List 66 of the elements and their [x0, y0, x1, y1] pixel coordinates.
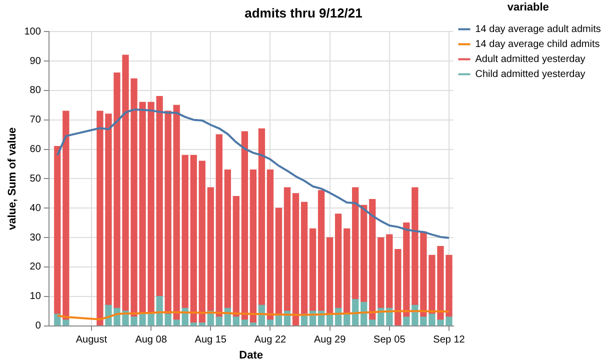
bar	[352, 298, 359, 326]
bar	[309, 228, 316, 312]
bar	[300, 202, 308, 314]
y-tick-label: 60	[30, 144, 42, 156]
bar	[292, 193, 300, 326]
bar	[378, 237, 384, 308]
bar	[394, 248, 402, 326]
x-tick-label: Aug 22	[254, 334, 287, 346]
y-tick-label: 0	[35, 320, 42, 332]
bar	[232, 316, 240, 326]
bar	[352, 187, 359, 300]
y-tick-label: 20	[30, 262, 42, 273]
bar	[182, 154, 188, 308]
bar	[386, 234, 393, 308]
bar	[62, 320, 70, 326]
y-tick-label: 30	[30, 232, 42, 244]
chart-title: admits thru 9/12/21	[244, 5, 362, 20]
bar	[224, 170, 231, 308]
bar	[190, 322, 197, 326]
bar	[266, 320, 274, 326]
bar	[54, 146, 61, 314]
x-tick-label: Aug 15	[194, 334, 227, 346]
bar	[250, 322, 257, 326]
bar	[344, 314, 350, 326]
bar	[266, 170, 274, 320]
x-tick-label: Aug 08	[135, 334, 168, 346]
y-tick-label: 80	[30, 85, 42, 96]
bar	[198, 322, 206, 326]
bar	[216, 134, 222, 318]
legend-title: variable	[507, 2, 549, 14]
bar	[216, 316, 222, 326]
bar	[190, 154, 197, 324]
bar	[232, 196, 240, 318]
bar	[54, 314, 61, 326]
x-tick-label: Sep 12	[433, 334, 466, 346]
bar	[241, 131, 248, 320]
bar	[334, 214, 342, 308]
bar	[326, 237, 334, 314]
bar	[369, 198, 376, 320]
bar	[207, 187, 214, 312]
x-tick-label: Sep 05	[374, 334, 406, 346]
bar	[241, 320, 248, 326]
y-axis-title: value, Sum of value	[6, 127, 19, 230]
bar	[369, 320, 376, 326]
x-tick-label: Aug 29	[314, 334, 346, 346]
y-tick-label: 10	[30, 291, 42, 302]
bar	[62, 110, 70, 320]
bar	[318, 190, 325, 312]
x-axis-title: Date	[239, 349, 263, 362]
y-tick-label: 70	[30, 114, 42, 126]
bar	[258, 128, 266, 306]
bar	[284, 187, 291, 312]
bar	[344, 228, 350, 314]
y-tick-label: 50	[30, 173, 42, 184]
bar	[360, 204, 368, 303]
legend-label: 14 day average adult admits	[475, 24, 601, 35]
x-tick-label: August	[76, 334, 108, 346]
y-tick-label: 40	[30, 202, 42, 214]
y-tick-label: 90	[30, 56, 42, 67]
y-tick-label: 100	[24, 26, 42, 38]
bar	[250, 170, 257, 324]
bar	[275, 208, 282, 314]
legend-label: 14 day average child admits	[475, 38, 600, 50]
legend-label: Adult admitted yesterday	[475, 54, 586, 65]
bar	[198, 160, 206, 324]
legend-label: Child admitted yesterday	[475, 68, 586, 80]
